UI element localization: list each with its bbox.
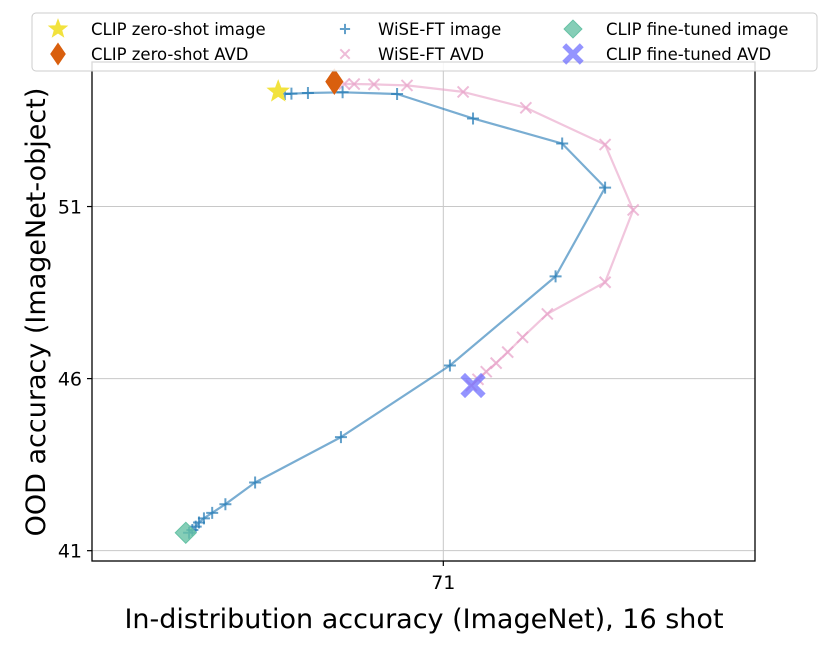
- x-axis-label: In-distribution accuracy (ImageNet), 16 …: [124, 604, 723, 635]
- legend-marker: [47, 18, 69, 38]
- data-point: [301, 86, 314, 99]
- data-point: [626, 203, 640, 217]
- y-tick-label: 46: [58, 369, 82, 391]
- data-point: [249, 476, 262, 489]
- y-axis-label: OOD accuracy (ImageNet-object): [21, 88, 52, 537]
- legend-label: WiSE-FT image: [378, 20, 501, 39]
- data-point: [219, 498, 232, 511]
- series-line: [188, 91, 607, 534]
- data-point: [599, 181, 612, 194]
- legend-label: CLIP zero-shot AVD: [91, 45, 248, 64]
- legend-marker: [562, 43, 584, 65]
- data-point: [266, 79, 291, 102]
- legend-label: CLIP fine-tuned image: [606, 20, 788, 39]
- plot-frame: [91, 61, 756, 562]
- data-point: [197, 512, 210, 525]
- data-point: [400, 79, 414, 92]
- series-line: [344, 82, 635, 387]
- axis-ticks: 41 46 51 71: [58, 197, 456, 594]
- data-point: [467, 112, 480, 125]
- legend-marker: [339, 23, 351, 35]
- data-markers: [174, 68, 640, 544]
- legend-label: CLIP zero-shot image: [91, 20, 266, 39]
- data-point: [519, 101, 533, 114]
- legend-marker: [563, 19, 583, 39]
- data-point: [347, 77, 361, 91]
- data-point: [556, 137, 569, 150]
- data-point: [598, 138, 612, 151]
- data-point: [367, 78, 381, 91]
- data-point: [334, 431, 347, 444]
- legend-marker: [50, 42, 66, 66]
- x-tick-label: 71: [431, 572, 455, 594]
- y-tick-label: 41: [58, 541, 82, 563]
- data-point: [325, 68, 344, 96]
- legend-frame: [31, 12, 818, 72]
- legend: CLIP zero-shot image CLIP zero-shot AVD Wi…: [31, 12, 818, 72]
- data-point: [516, 331, 529, 344]
- data-point: [336, 86, 349, 99]
- legend-marker: [339, 48, 351, 60]
- legend-label: WiSE-FT AVD: [378, 45, 484, 64]
- data-point: [549, 270, 562, 283]
- data-point: [598, 276, 612, 289]
- data-point: [460, 372, 486, 399]
- series-lines: [188, 82, 635, 534]
- y-tick-label: 51: [58, 197, 82, 219]
- data-point: [489, 356, 503, 370]
- data-point: [391, 88, 404, 101]
- data-point: [206, 506, 219, 519]
- data-point: [456, 85, 470, 99]
- grid-lines: [92, 62, 755, 561]
- data-point: [501, 345, 514, 359]
- data-point: [443, 359, 456, 372]
- legend-label: CLIP fine-tuned AVD: [606, 45, 771, 64]
- data-point: [541, 307, 554, 321]
- data-point: [174, 521, 197, 544]
